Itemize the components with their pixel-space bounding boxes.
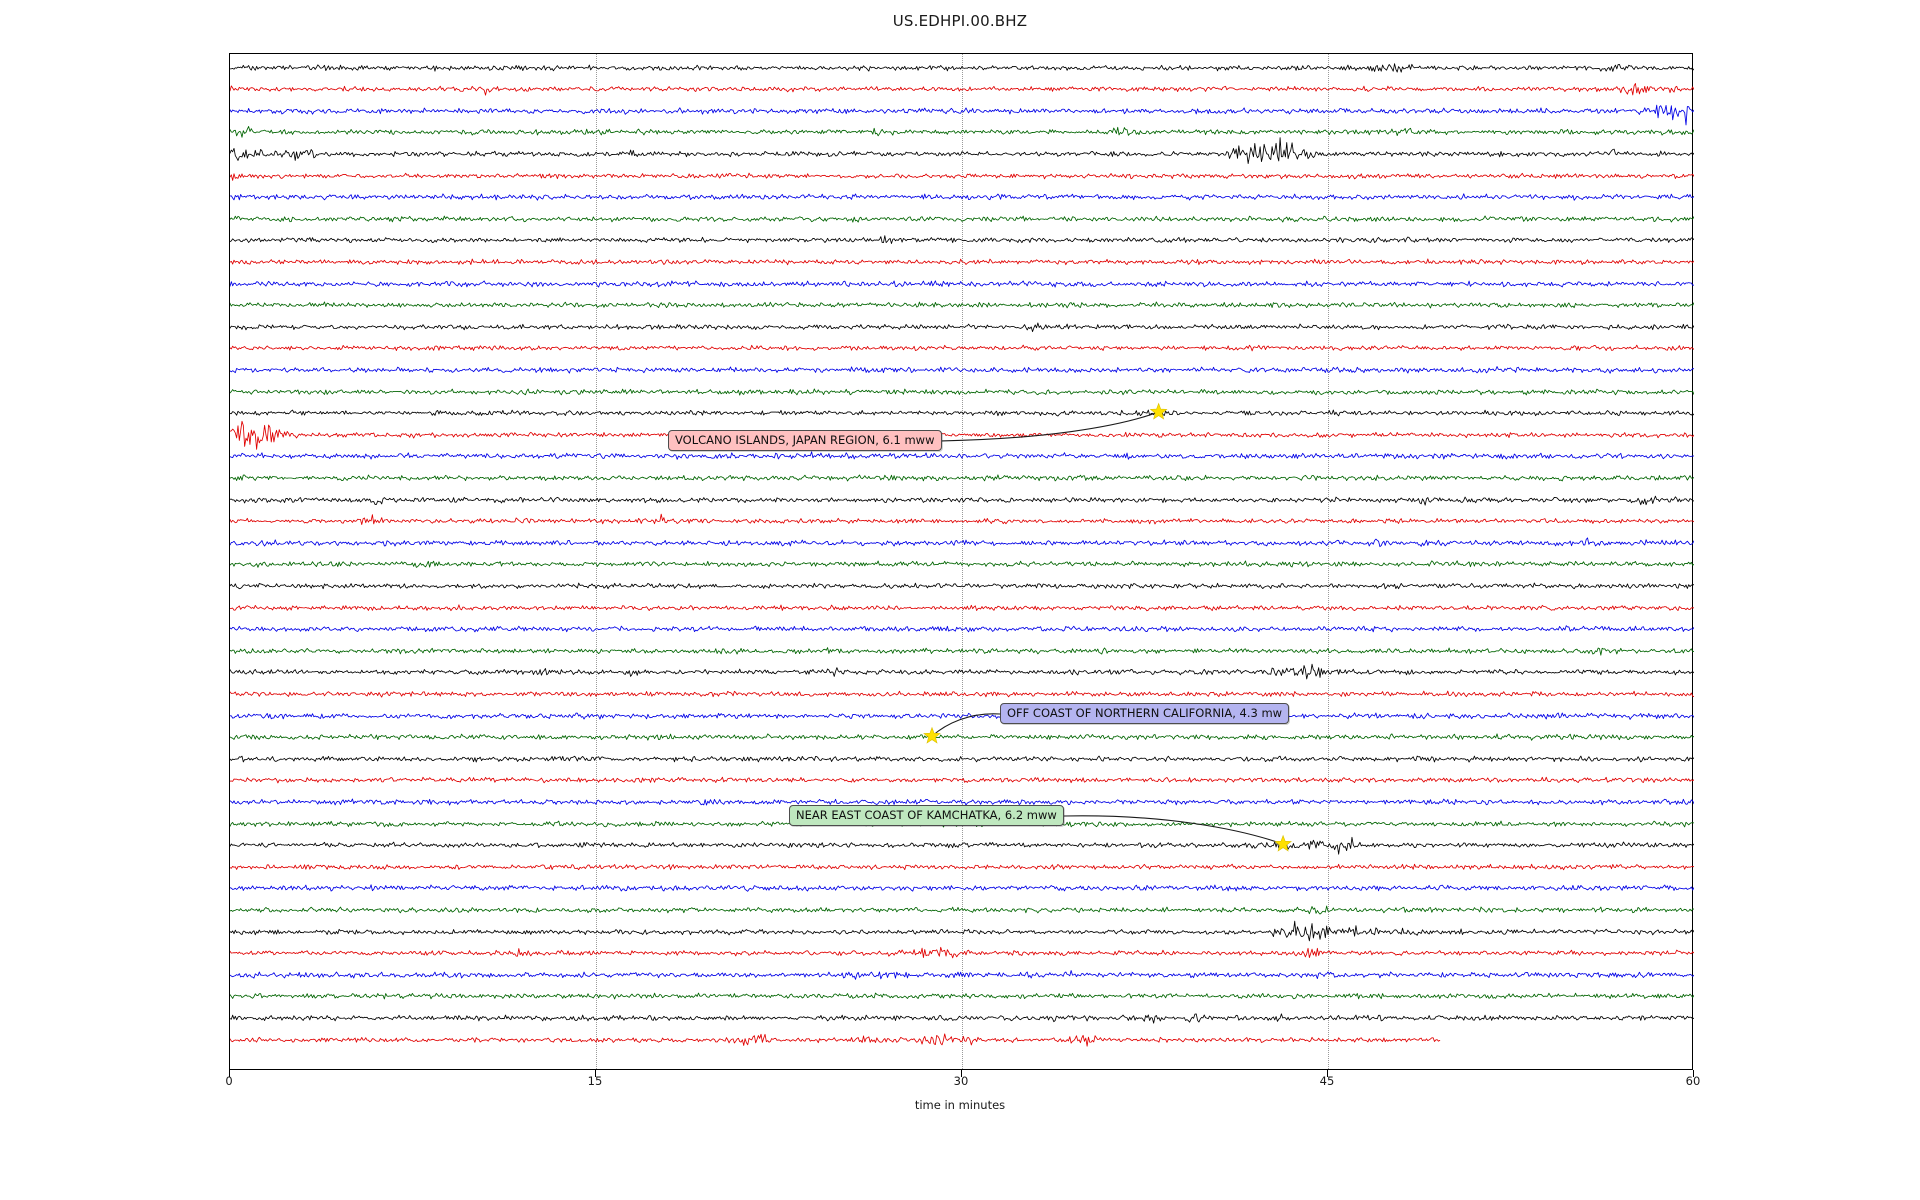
event-annotation-label: OFF COAST OF NORTHERN CALIFORNIA, 4.3 mw: [1000, 703, 1290, 725]
x-gridline-45: [1328, 54, 1330, 1069]
x-axis-tick-label: 60: [1685, 1074, 1701, 1088]
x-axis-tick-mark: [961, 1070, 962, 1077]
x-axis-tick-mark: [1693, 1070, 1694, 1077]
event-annotation-label: VOLCANO ISLANDS, JAPAN REGION, 6.1 mww: [668, 430, 942, 452]
page-title: US.EDHPI.00.BHZ: [892, 12, 1028, 30]
x-axis-tick-label: 15: [587, 1074, 603, 1088]
x-axis-tick-label: 0: [225, 1074, 233, 1088]
x-axis-label: time in minutes: [914, 1098, 1006, 1112]
x-axis-tick-mark: [1327, 1070, 1328, 1077]
plot-area: [229, 53, 1693, 1070]
x-gridline-15: [596, 54, 598, 1069]
y-axis-tick-labels: 00:00:0501:00:0502:00:0503:00:0504:00:05…: [0, 53, 229, 1070]
event-annotation-label: NEAR EAST COAST OF KAMCHATKA, 6.2 mww: [789, 805, 1064, 827]
x-axis-tick-mark: [595, 1070, 596, 1077]
x-axis-tick-label: 45: [1319, 1074, 1335, 1088]
x-axis-tick-mark: [229, 1070, 230, 1077]
x-gridline-30: [962, 54, 964, 1069]
x-axis-tick-label: 30: [953, 1074, 969, 1088]
